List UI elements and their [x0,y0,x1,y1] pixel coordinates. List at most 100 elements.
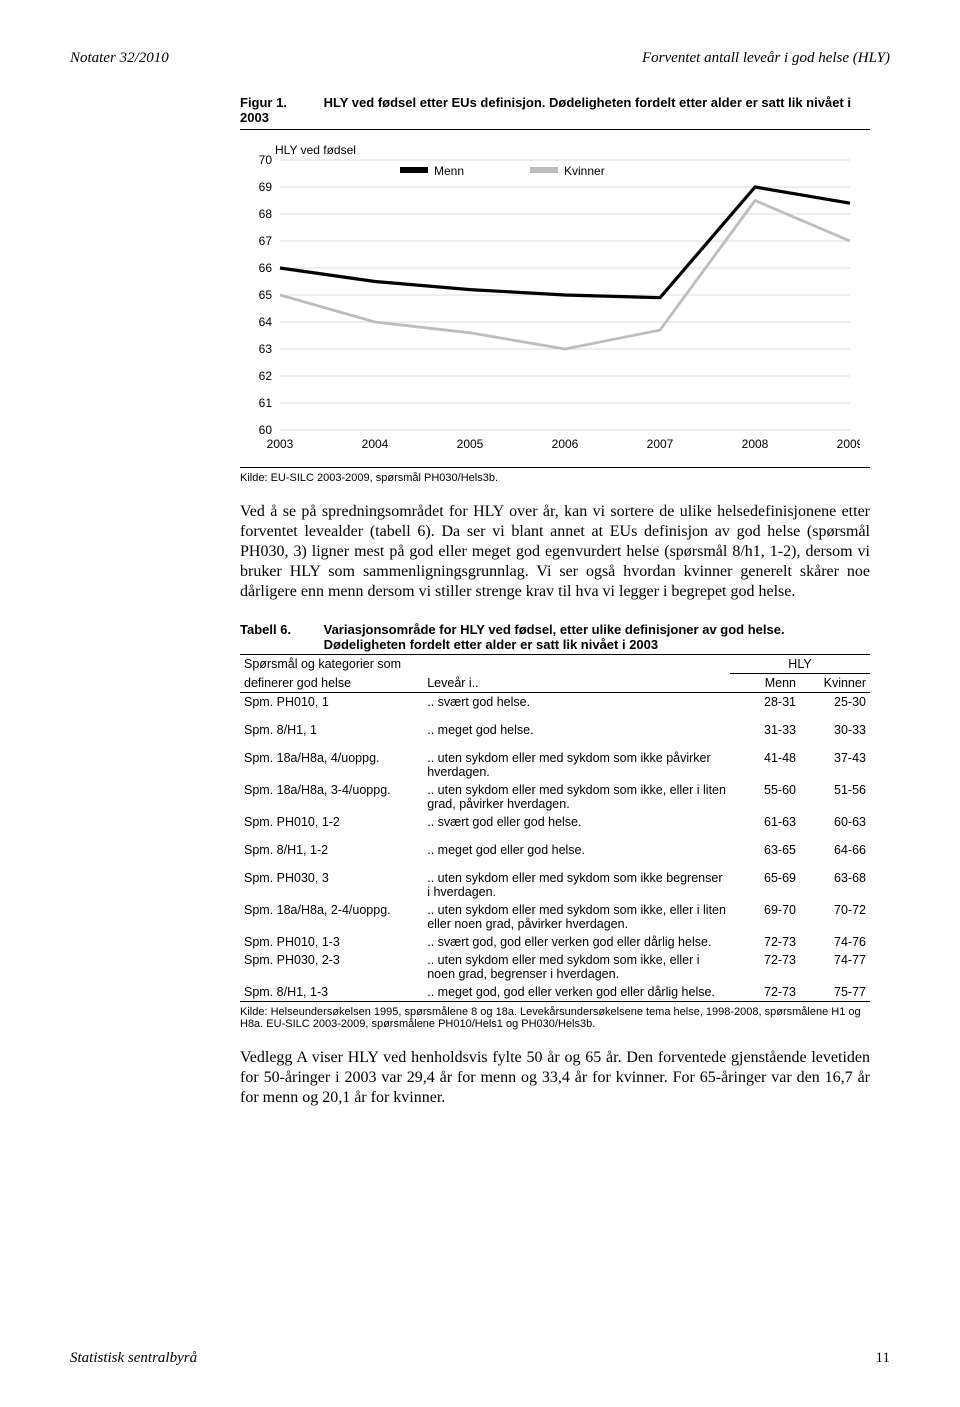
paragraph-1: Ved å se på spredningsområdet for HLY ov… [240,502,870,602]
running-header: Notater 32/2010 Forventet antall leveår … [70,50,890,67]
cell-kvinner: 51-56 [800,781,870,813]
svg-text:2007: 2007 [647,437,674,451]
table-row: Spm. 18a/H8a, 2-4/uoppg... uten sykdom e… [240,901,870,933]
th-desc: Leveår i.. [423,674,730,693]
table-title: Tabell 6. Variasjonsområde for HLY ved f… [240,622,870,655]
svg-text:Menn: Menn [434,164,464,178]
figure-label: Figur 1. [240,95,320,110]
cell-desc: .. uten sykdom eller med sykdom som ikke… [423,901,730,933]
svg-text:65: 65 [259,288,273,302]
cell-question: Spm. 18a/H8a, 2-4/uoppg. [240,901,423,933]
table-bottom-rule [240,1001,870,1002]
table-spacer [240,831,870,841]
svg-text:60: 60 [259,423,273,437]
cell-menn: 63-65 [730,841,800,859]
cell-menn: 55-60 [730,781,800,813]
th-question-a: Spørsmål og kategorier som [240,655,423,674]
svg-text:61: 61 [259,396,273,410]
table-row: Spm. 8/H1, 1-3.. meget god, god eller ve… [240,983,870,1001]
svg-text:2008: 2008 [742,437,769,451]
table-spacer [240,859,870,869]
svg-text:67: 67 [259,234,273,248]
svg-text:66: 66 [259,261,273,275]
cell-question: Spm. PH010, 1-2 [240,813,423,831]
cell-desc: .. uten sykdom eller med sykdom som ikke… [423,951,730,983]
cell-menn: 41-48 [730,749,800,781]
th-desc-blank [423,655,730,674]
table-caption: Variasjonsområde for HLY ved fødsel, ett… [324,622,864,652]
cell-desc: .. svært god, god eller verken god eller… [423,933,730,951]
svg-text:69: 69 [259,180,273,194]
cell-question: Spm. PH030, 3 [240,869,423,901]
cell-desc: .. svært god eller god helse. [423,813,730,831]
cell-desc: .. svært god helse. [423,693,730,712]
svg-text:2005: 2005 [457,437,484,451]
th-kvinner: Kvinner [800,674,870,693]
table-row: Spm. 8/H1, 1-2.. meget god eller god hel… [240,841,870,859]
table-row: Spm. 8/H1, 1.. meget god helse.31-3330-3… [240,721,870,739]
table-row: Spm. PH010, 1-3.. svært god, god eller v… [240,933,870,951]
cell-kvinner: 37-43 [800,749,870,781]
cell-menn: 31-33 [730,721,800,739]
cell-kvinner: 63-68 [800,869,870,901]
cell-question: Spm. 8/H1, 1 [240,721,423,739]
cell-desc: .. meget god eller god helse. [423,841,730,859]
cell-question: Spm. 8/H1, 1-2 [240,841,423,859]
cell-menn: 72-73 [730,983,800,1001]
cell-kvinner: 25-30 [800,693,870,712]
table-label: Tabell 6. [240,622,320,637]
cell-desc: .. meget god helse. [423,721,730,739]
paragraph-2: Vedlegg A viser HLY ved henholdsvis fylt… [240,1048,870,1108]
cell-question: Spm. 18a/H8a, 4/uoppg. [240,749,423,781]
cell-menn: 72-73 [730,951,800,983]
figure-title: Figur 1. HLY ved fødsel etter EUs defini… [240,95,870,130]
figure-caption: HLY ved fødsel etter EUs definisjon. Død… [240,95,851,125]
th-question-b: definerer god helse [240,674,423,693]
page: Notater 32/2010 Forventet antall leveår … [0,0,960,1407]
svg-text:2009: 2009 [837,437,860,451]
cell-kvinner: 74-76 [800,933,870,951]
table-row: Spm. 18a/H8a, 3-4/uoppg... uten sykdom e… [240,781,870,813]
table-6: Spørsmål og kategorier som HLY definerer… [240,655,870,1001]
table-row: Spm. 18a/H8a, 4/uoppg... uten sykdom ell… [240,749,870,781]
cell-menn: 28-31 [730,693,800,712]
cell-kvinner: 70-72 [800,901,870,933]
cell-kvinner: 74-77 [800,951,870,983]
cell-question: Spm. PH030, 2-3 [240,951,423,983]
svg-text:2006: 2006 [552,437,579,451]
svg-text:68: 68 [259,207,273,221]
figure-source: Kilde: EU-SILC 2003-2009, spørsmål PH030… [240,472,870,484]
table-source: Kilde: Helseundersøkelsen 1995, spørsmål… [240,1006,870,1030]
footer-left: Statistisk sentralbyrå [70,1350,197,1367]
svg-text:Kvinner: Kvinner [564,164,605,178]
cell-question: Spm. 18a/H8a, 3-4/uoppg. [240,781,423,813]
cell-menn: 61-63 [730,813,800,831]
cell-kvinner: 64-66 [800,841,870,859]
table-row: Spm. PH010, 1.. svært god helse.28-3125-… [240,693,870,712]
cell-desc: .. uten sykdom eller med sykdom som ikke… [423,869,730,901]
svg-text:HLY ved fødsel: HLY ved fødsel [275,143,356,157]
cell-question: Spm. 8/H1, 1-3 [240,983,423,1001]
table-spacer [240,711,870,721]
chart: HLY ved fødsel60616263646566676869702003… [240,134,870,468]
svg-text:70: 70 [259,153,273,167]
line-chart-svg: HLY ved fødsel60616263646566676869702003… [240,140,860,460]
svg-text:64: 64 [259,315,273,329]
table-row: Spm. PH010, 1-2.. svært god eller god he… [240,813,870,831]
table-row: Spm. PH030, 3.. uten sykdom eller med sy… [240,869,870,901]
cell-kvinner: 60-63 [800,813,870,831]
cell-question: Spm. PH010, 1 [240,693,423,712]
cell-menn: 65-69 [730,869,800,901]
cell-kvinner: 75-77 [800,983,870,1001]
table-row: Spm. PH030, 2-3.. uten sykdom eller med … [240,951,870,983]
cell-question: Spm. PH010, 1-3 [240,933,423,951]
th-menn: Menn [730,674,800,693]
cell-desc: .. uten sykdom eller med sykdom som ikke… [423,749,730,781]
header-right: Forventet antall leveår i god helse (HLY… [642,50,890,67]
cell-menn: 69-70 [730,901,800,933]
content-column: Figur 1. HLY ved fødsel etter EUs defini… [240,95,870,1108]
cell-desc: .. uten sykdom eller med sykdom som ikke… [423,781,730,813]
cell-menn: 72-73 [730,933,800,951]
footer-page-number: 11 [876,1350,890,1367]
footer: Statistisk sentralbyrå 11 [70,1350,890,1367]
